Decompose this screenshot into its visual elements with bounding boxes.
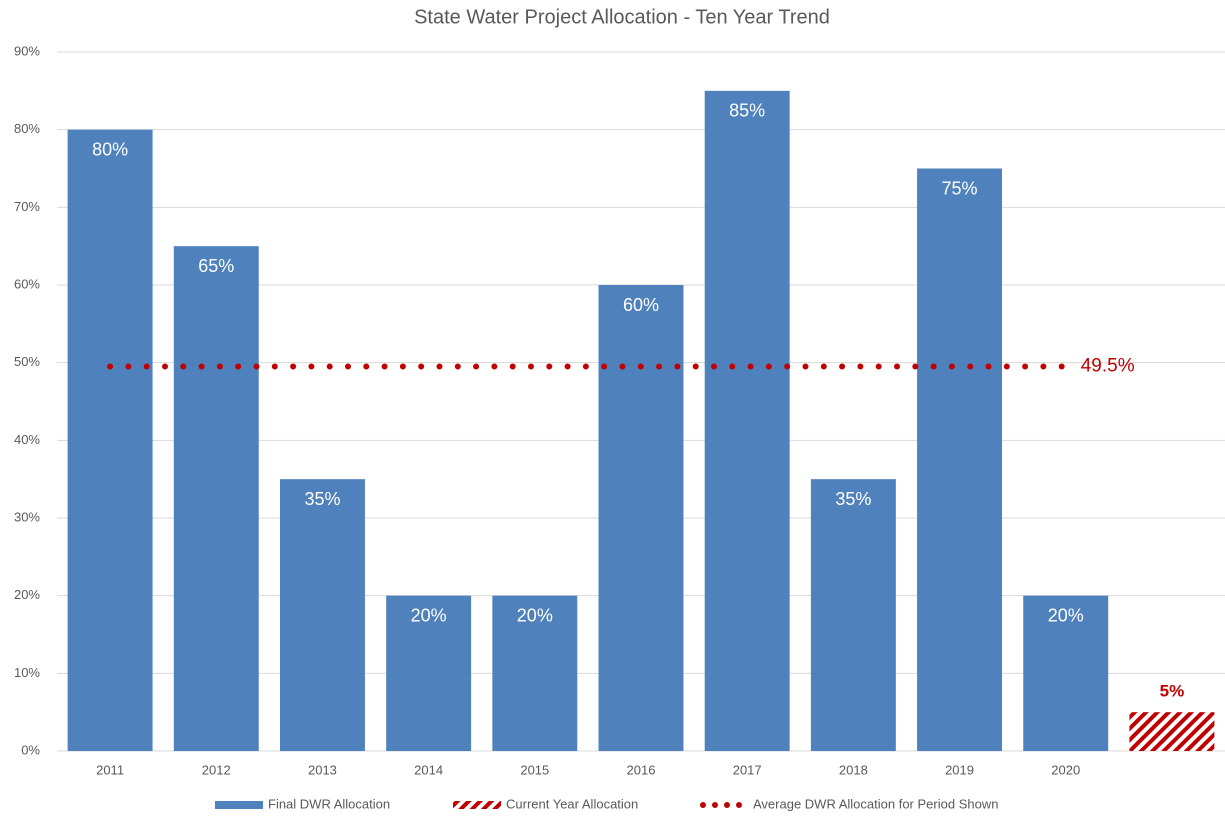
- data-label: 35%: [835, 489, 871, 509]
- data-label: 20%: [1048, 605, 1084, 625]
- x-tick-label: 2017: [733, 762, 762, 777]
- y-tick-label: 20%: [14, 587, 40, 602]
- data-label: 75%: [942, 178, 978, 198]
- x-tick-label: 2016: [627, 762, 656, 777]
- y-tick-label: 70%: [14, 199, 40, 214]
- legend-label: Current Year Allocation: [506, 796, 638, 811]
- bar: [917, 168, 1003, 751]
- bar: [67, 129, 153, 751]
- bar: [1023, 595, 1109, 751]
- x-tick-label: 2012: [202, 762, 231, 777]
- y-tick-label: 80%: [14, 121, 40, 136]
- y-tick-label: 60%: [14, 276, 40, 291]
- y-tick-label: 10%: [14, 665, 40, 680]
- y-tick-label: 30%: [14, 509, 40, 524]
- bar: [279, 479, 365, 751]
- x-tick-label: 2014: [414, 762, 443, 777]
- x-tick-label: 2019: [945, 762, 974, 777]
- bar: [386, 595, 472, 751]
- x-tick-label: 2018: [839, 762, 868, 777]
- legend-label: Final DWR Allocation: [268, 796, 390, 811]
- x-tick-label: 2011: [96, 762, 124, 777]
- bar: [598, 285, 684, 751]
- bar: [810, 479, 896, 751]
- bar: [704, 90, 790, 752]
- y-tick-label: 50%: [14, 354, 40, 369]
- data-label: 49.5%: [1081, 356, 1135, 377]
- y-tick-label: 0%: [21, 742, 40, 757]
- data-label: 60%: [623, 295, 659, 315]
- data-label: 80%: [92, 139, 128, 159]
- x-tick-label: 2013: [308, 762, 337, 777]
- y-tick-label: 40%: [14, 432, 40, 447]
- chart-title: State Water Project Allocation - Ten Yea…: [414, 6, 830, 28]
- data-label: 20%: [517, 605, 553, 625]
- legend-label: Average DWR Allocation for Period Shown: [753, 796, 998, 811]
- x-tick-label: 2020: [1051, 762, 1080, 777]
- y-tick-label: 90%: [14, 43, 40, 58]
- data-label: 35%: [304, 489, 340, 509]
- data-label: 20%: [411, 605, 447, 625]
- legend-swatch: [215, 801, 263, 809]
- x-tick-label: 2015: [520, 762, 549, 777]
- bar: [492, 595, 578, 751]
- hatched-bar: [1129, 712, 1215, 751]
- data-label: 65%: [198, 256, 234, 276]
- bar: [173, 246, 259, 751]
- legend-swatch: [453, 801, 501, 809]
- data-label: 5%: [1160, 682, 1185, 701]
- data-label: 85%: [729, 101, 765, 121]
